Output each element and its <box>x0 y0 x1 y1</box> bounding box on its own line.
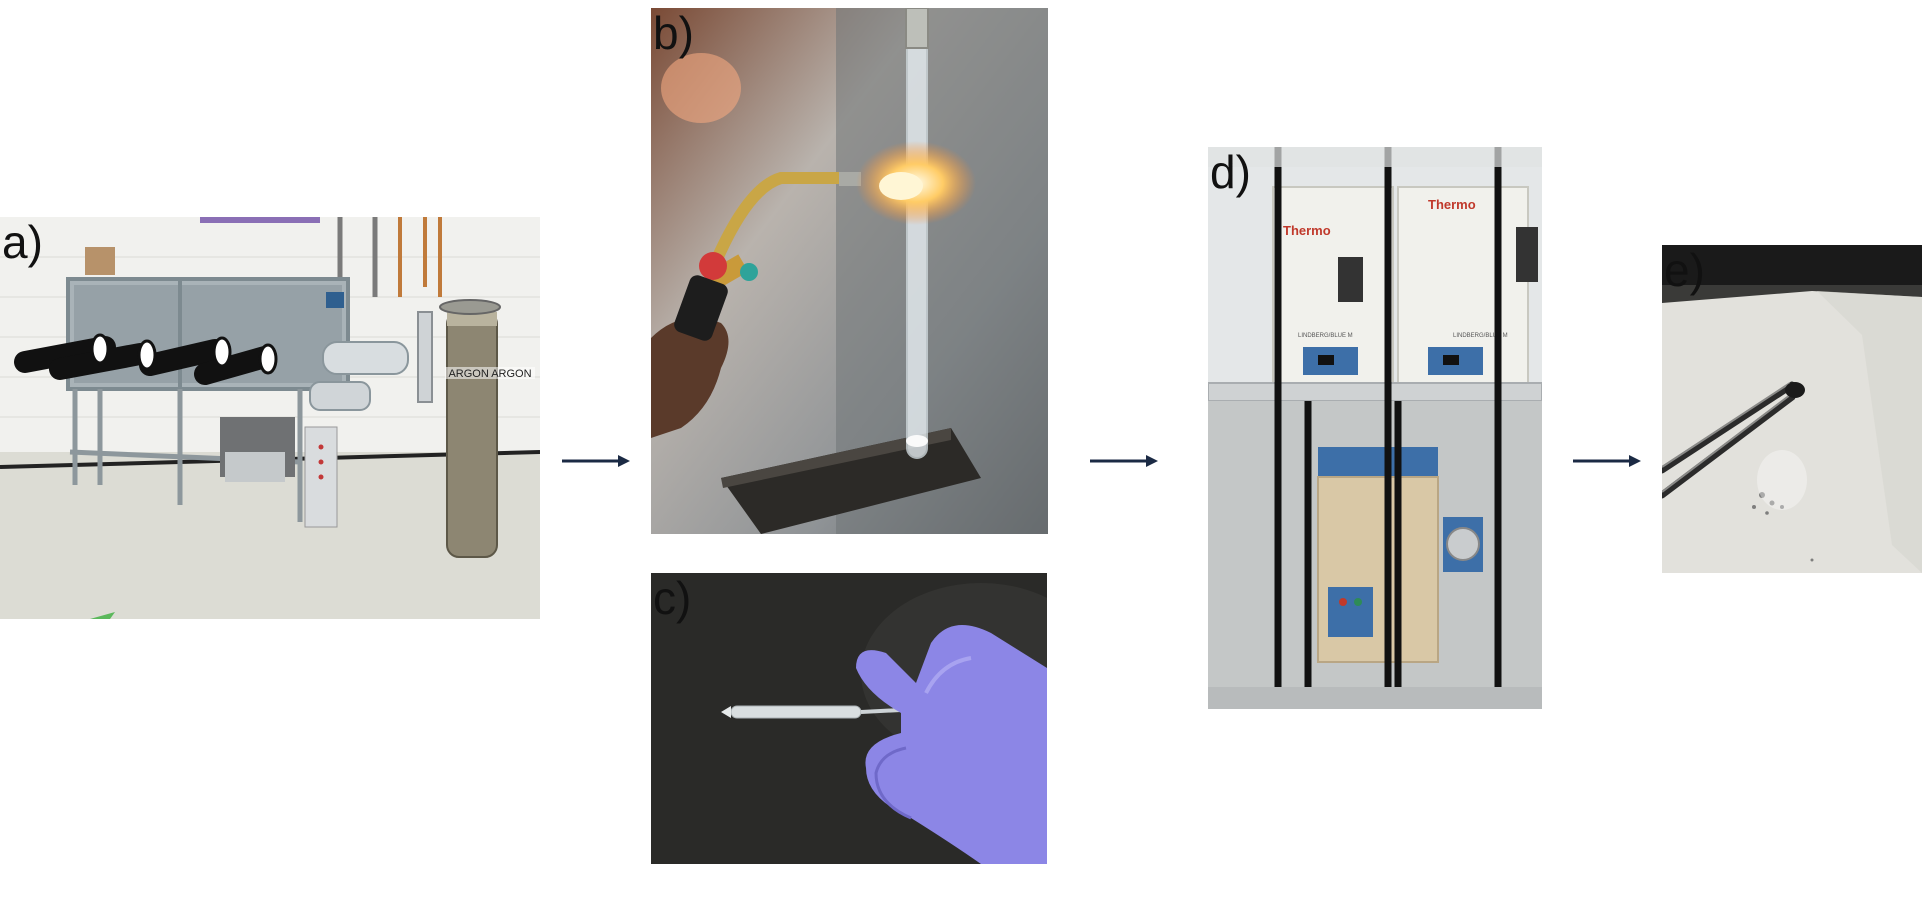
furnaces-illustration: Thermo Thermo LINDBERG/BLUE M LINDBERG/B… <box>1208 147 1542 709</box>
oven-brand-left: Thermo <box>1283 223 1331 238</box>
panel-a-glovebox-photo: ARGON ARGON a) <box>0 217 540 619</box>
panel-d-label: d) <box>1210 147 1251 198</box>
arrow-right-icon <box>562 455 630 467</box>
tweezers-illustration <box>1662 245 1922 573</box>
arrow-right-icon <box>1090 455 1158 467</box>
arrow-b-to-d <box>1090 451 1160 471</box>
arrow-a-to-b <box>562 451 632 471</box>
torch-sealing-illustration <box>651 8 1048 534</box>
ampoule-illustration <box>651 573 1047 864</box>
panel-e-label: e) <box>1664 245 1705 296</box>
panel-c-sealed-ampoule-photo: c) <box>651 573 1047 864</box>
panel-e-tweezers-crystal-photo: e) <box>1662 245 1922 573</box>
argon-tank-label: ARGON ARGON <box>448 368 531 380</box>
arrow-right-icon <box>1573 455 1641 467</box>
panel-b-torch-sealing-photo: b) <box>651 8 1048 534</box>
oven-model-right: LINDBERG/BLUE M <box>1453 333 1508 339</box>
oven-model-left: LINDBERG/BLUE M <box>1298 333 1353 339</box>
panel-a-label: a) <box>2 217 43 268</box>
oven-brand-right: Thermo <box>1428 197 1476 212</box>
panel-b-label: b) <box>653 8 694 59</box>
panel-d-furnaces-photo: Thermo Thermo LINDBERG/BLUE M LINDBERG/B… <box>1208 147 1542 709</box>
panel-c-label: c) <box>653 573 692 624</box>
arrow-d-to-e <box>1573 451 1643 471</box>
glovebox-illustration: ARGON ARGON <box>0 217 540 619</box>
